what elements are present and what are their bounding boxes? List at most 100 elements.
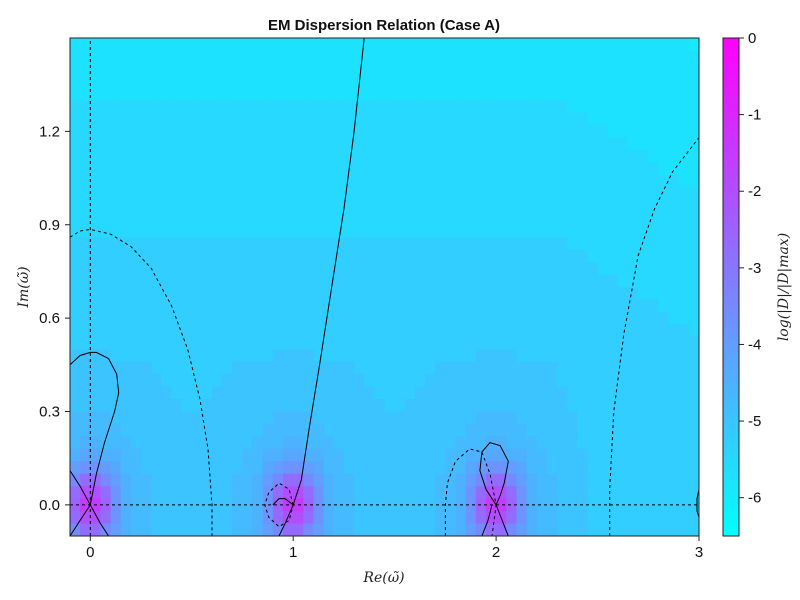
heatmap-cell	[222, 448, 233, 462]
heatmap-cell	[120, 87, 132, 101]
heatmap-cell	[404, 486, 416, 500]
heatmap-cell	[283, 486, 294, 500]
heatmap-cell	[90, 50, 102, 64]
heatmap-cell	[496, 361, 507, 375]
heatmap-cell	[648, 461, 660, 475]
heatmap-cell	[546, 461, 558, 475]
heatmap-cell	[151, 299, 162, 313]
heatmap-cell	[201, 486, 213, 500]
x-axis-label: Re(ω̃)	[362, 570, 404, 586]
heatmap-cell	[638, 212, 649, 226]
heatmap-cell	[546, 112, 558, 126]
heatmap-cell	[141, 311, 152, 325]
heatmap-cell	[414, 448, 426, 462]
heatmap-cell	[607, 336, 619, 350]
heatmap-cell	[668, 62, 680, 76]
heatmap-cell	[80, 461, 91, 475]
heatmap-cell	[90, 349, 102, 363]
heatmap-cell	[262, 311, 274, 325]
heatmap-cell	[445, 87, 457, 101]
heatmap-cell	[222, 87, 233, 101]
heatmap-cell	[485, 287, 497, 301]
heatmap-cell	[90, 112, 102, 126]
heatmap-cell	[354, 212, 365, 226]
heatmap-cell	[546, 38, 558, 52]
heatmap-cell	[556, 436, 568, 450]
heatmap-cell	[222, 374, 233, 388]
heatmap-cell	[130, 162, 142, 176]
heatmap-cell	[100, 523, 112, 536]
heatmap-cell	[191, 187, 203, 201]
heatmap-cell	[455, 249, 467, 263]
heatmap-cell	[191, 399, 203, 413]
heatmap-cell	[303, 199, 315, 213]
heatmap-cell	[404, 112, 416, 126]
heatmap-cell	[181, 199, 193, 213]
heatmap-cell	[100, 50, 112, 64]
heatmap-cell	[475, 62, 487, 76]
heatmap-cell	[283, 212, 294, 226]
heatmap-cell	[80, 411, 91, 425]
heatmap-cell	[384, 62, 396, 76]
heatmap-cell	[313, 423, 325, 437]
heatmap-cell	[526, 311, 538, 325]
heatmap-cell	[201, 187, 213, 201]
heatmap-cell	[627, 224, 639, 238]
heatmap-cell	[293, 137, 304, 151]
heatmap-cell	[597, 311, 609, 325]
heatmap-cell	[323, 361, 335, 375]
heatmap-cell	[546, 287, 558, 301]
heatmap-cell	[313, 374, 325, 388]
heatmap-cell	[546, 336, 558, 350]
heatmap-cell	[364, 100, 375, 114]
heatmap-cell	[222, 473, 233, 487]
heatmap-cell	[445, 386, 457, 400]
heatmap-cell	[577, 411, 589, 425]
heatmap-cell	[455, 162, 467, 176]
heatmap-cell	[141, 436, 152, 450]
heatmap-cell	[262, 336, 274, 350]
heatmap-cell	[354, 187, 365, 201]
heatmap-cell	[587, 287, 599, 301]
heatmap-cell	[222, 523, 233, 536]
heatmap-cell	[404, 511, 416, 525]
heatmap-cell	[617, 237, 629, 251]
heatmap-cell	[303, 448, 315, 462]
heatmap-cell	[212, 112, 223, 126]
heatmap-cell	[536, 374, 548, 388]
heatmap-cell	[627, 349, 639, 363]
heatmap-cell	[425, 224, 436, 238]
heatmap-cell	[587, 274, 599, 288]
heatmap-cell	[80, 187, 91, 201]
heatmap-cell	[496, 523, 507, 536]
heatmap-cell	[252, 486, 264, 500]
heatmap-cell	[455, 274, 467, 288]
heatmap-cell	[171, 511, 183, 525]
heatmap-cell	[688, 473, 699, 487]
heatmap-cell	[141, 448, 152, 462]
heatmap-cell	[130, 486, 142, 500]
heatmap-cell	[232, 461, 244, 475]
heatmap-cell	[171, 262, 183, 276]
heatmap-cell	[536, 423, 548, 437]
heatmap-cell	[120, 436, 132, 450]
heatmap-cell	[232, 162, 244, 176]
heatmap-cell	[242, 287, 254, 301]
heatmap-cell	[465, 112, 477, 126]
heatmap-cell	[100, 361, 112, 375]
heatmap-cell	[435, 38, 446, 52]
heatmap-cell	[617, 199, 629, 213]
heatmap-cell	[404, 523, 416, 536]
heatmap-cell	[577, 100, 589, 114]
heatmap-cell	[577, 187, 589, 201]
heatmap-cell	[658, 448, 670, 462]
heatmap-cell	[141, 361, 152, 375]
heatmap-cell	[506, 249, 517, 263]
heatmap-cell	[364, 461, 375, 475]
heatmap-cell	[475, 523, 487, 536]
heatmap-cell	[201, 212, 213, 226]
heatmap-cell	[333, 436, 345, 450]
heatmap-cell	[668, 423, 680, 437]
heatmap-cell	[475, 473, 487, 487]
heatmap-cell	[597, 473, 609, 487]
